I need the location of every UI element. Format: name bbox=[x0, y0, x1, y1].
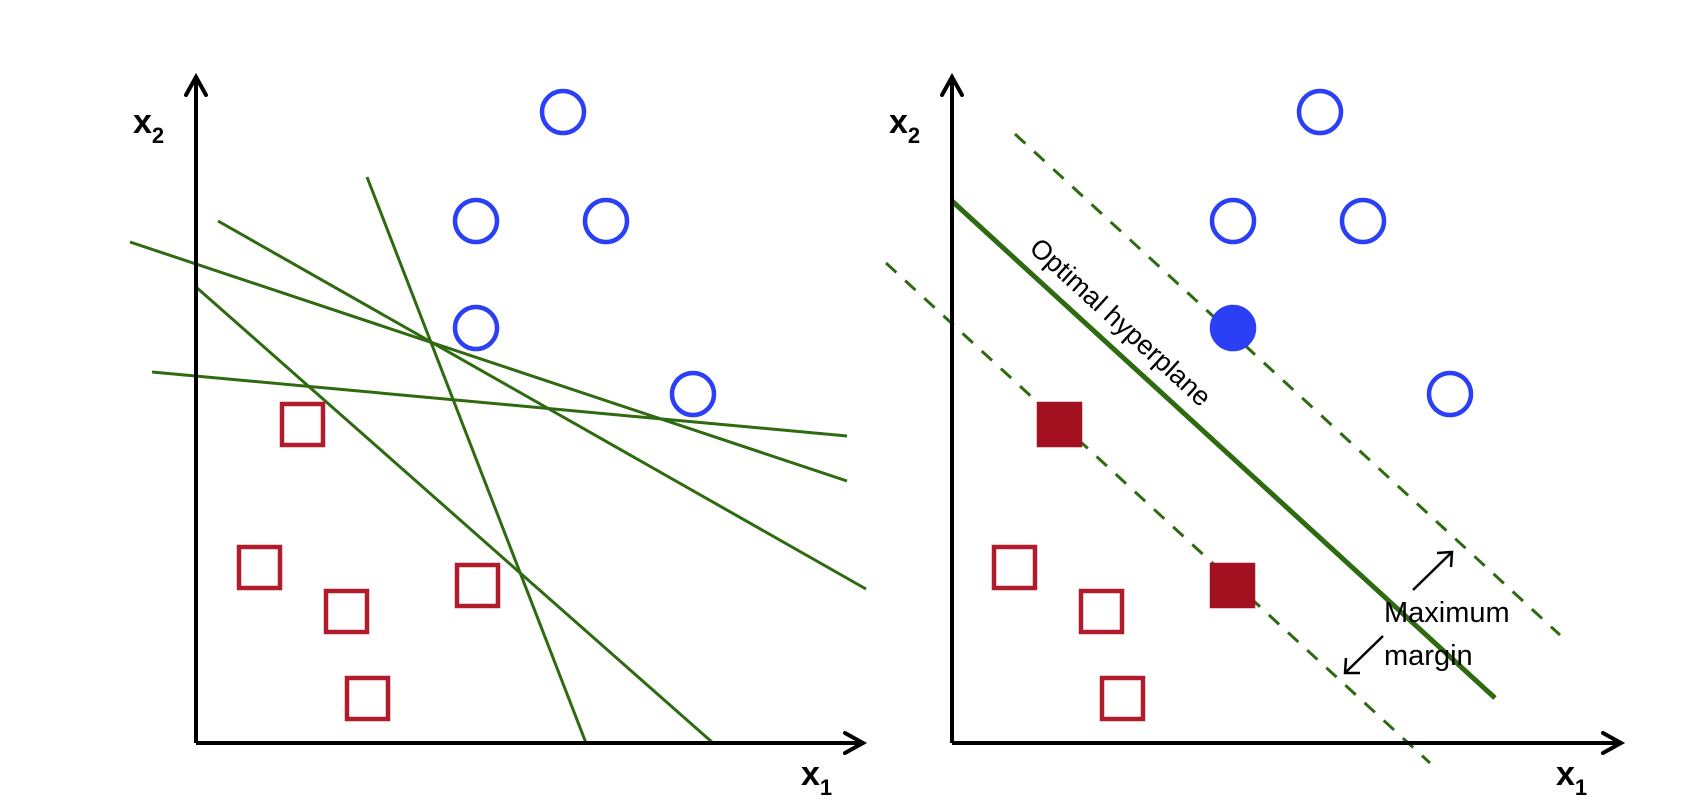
maximum-margin-label-line2: margin bbox=[1384, 640, 1473, 672]
left-circle-point bbox=[582, 197, 630, 245]
margin-arrow-up-head bbox=[1436, 550, 1454, 568]
left-negative-points bbox=[236, 401, 501, 722]
left-y-axis-arrowhead bbox=[184, 72, 208, 97]
margin-arrow-up bbox=[1412, 552, 1452, 591]
margin-arrows bbox=[1343, 550, 1454, 675]
right-positive-points bbox=[1209, 88, 1474, 418]
left-square-point bbox=[279, 401, 326, 448]
candidate-line-5 bbox=[151, 370, 848, 438]
right-support-vector-square bbox=[1036, 401, 1083, 448]
left-square-point bbox=[344, 675, 391, 722]
upper-margin-line bbox=[1013, 132, 1562, 637]
candidate-line-4 bbox=[195, 285, 714, 745]
optimal-hyperplane bbox=[950, 199, 1497, 700]
left-y-axis-label: x2 bbox=[133, 103, 164, 148]
candidate-line-2 bbox=[217, 219, 867, 591]
left-x-axis-label: x1 bbox=[801, 755, 832, 800]
right-circle-point bbox=[1209, 197, 1257, 245]
right-support-vector-circle bbox=[1209, 304, 1257, 352]
left-axes bbox=[184, 72, 868, 755]
margin-arrow-down-head bbox=[1343, 657, 1360, 675]
left-square-point bbox=[454, 562, 501, 609]
left-panel: x2 x1 bbox=[129, 72, 868, 800]
right-x-axis-label: x1 bbox=[1556, 755, 1587, 800]
right-square-point bbox=[991, 544, 1038, 591]
right-square-point bbox=[1078, 588, 1125, 635]
right-panel: Optimal hyperplane Maximum margin x2 x1 bbox=[884, 72, 1626, 800]
left-circle-point bbox=[539, 88, 587, 136]
candidate-line-3 bbox=[365, 176, 588, 744]
right-axes bbox=[940, 72, 1626, 755]
right-y-axis-arrowhead bbox=[940, 72, 964, 97]
right-support-vector-square bbox=[1209, 562, 1256, 609]
left-circle-point bbox=[669, 370, 717, 418]
left-square-point bbox=[236, 544, 283, 591]
right-circle-point bbox=[1339, 197, 1387, 245]
candidate-line-1 bbox=[129, 240, 848, 483]
margin-arrow-down bbox=[1345, 635, 1384, 673]
left-circle-point bbox=[452, 304, 500, 352]
left-circle-point bbox=[452, 197, 500, 245]
right-square-point bbox=[1099, 675, 1146, 722]
right-circle-point bbox=[1426, 370, 1474, 418]
right-negative-points bbox=[991, 401, 1256, 722]
optimal-hyperplane-label: Optimal hyperplane bbox=[1024, 232, 1217, 412]
lower-margin-line bbox=[884, 261, 1432, 765]
candidate-hyperplanes bbox=[129, 176, 867, 745]
right-x-axis-arrowhead bbox=[1601, 731, 1626, 755]
right-y-axis-label: x2 bbox=[889, 103, 920, 148]
left-positive-points bbox=[452, 88, 717, 418]
maximum-margin-label-line1: Maximum bbox=[1384, 597, 1510, 629]
right-circle-point bbox=[1296, 88, 1344, 136]
left-square-point bbox=[323, 588, 370, 635]
left-x-axis-arrowhead bbox=[843, 731, 868, 755]
